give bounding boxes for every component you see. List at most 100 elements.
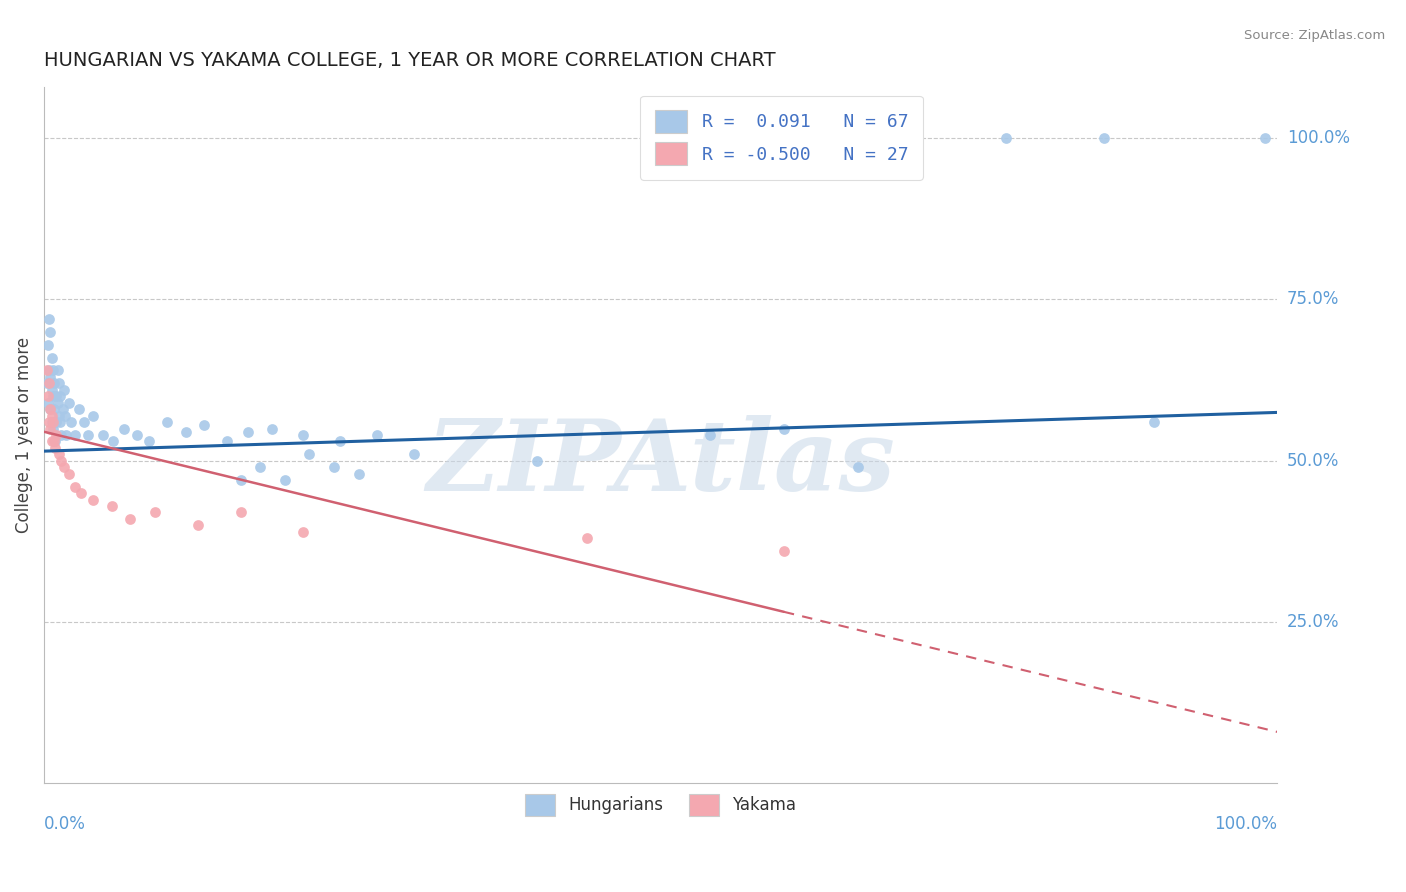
Point [51,428,73,442]
Point [38,376,60,391]
Point [231,505,253,519]
Point [46,395,69,409]
Point [366,428,388,442]
Point [39,402,62,417]
Point [67,402,90,417]
Point [70,486,93,500]
Text: 50.0%: 50.0% [1286,452,1340,470]
Point [773,421,796,435]
Point [38,363,60,377]
Point [63,480,86,494]
Point [138,434,160,449]
Point [112,421,135,435]
Point [41,351,63,365]
Point [72,415,94,429]
Point [44,441,66,455]
Point [39,421,62,435]
Point [58,467,80,481]
Point [402,447,425,461]
Point [55,428,77,442]
Point [35,363,58,377]
Point [1254,131,1277,145]
Point [575,531,598,545]
Point [1094,131,1116,145]
Point [773,544,796,558]
Point [231,473,253,487]
Point [42,421,65,435]
Point [45,415,67,429]
Point [45,389,67,403]
Point [41,383,63,397]
Point [52,460,75,475]
Text: 0.0%: 0.0% [44,815,86,833]
Point [42,389,65,403]
Point [77,428,100,442]
Point [63,428,86,442]
Point [37,395,59,409]
Point [526,454,548,468]
Point [35,376,58,391]
Point [125,428,148,442]
Point [298,447,321,461]
Y-axis label: College, 1 year or more: College, 1 year or more [15,337,32,533]
Point [39,402,62,417]
Legend: Hungarians, Yakama: Hungarians, Yakama [517,786,804,824]
Point [45,428,67,442]
Point [82,492,104,507]
Point [347,467,370,481]
Point [41,434,63,449]
Point [846,460,869,475]
Point [236,425,259,439]
Point [273,473,295,487]
Point [174,425,197,439]
Point [60,415,83,429]
Point [42,415,65,429]
Text: Source: ZipAtlas.com: Source: ZipAtlas.com [1244,29,1385,42]
Point [44,415,66,429]
Point [48,447,70,461]
Point [101,434,124,449]
Point [42,376,65,391]
Point [49,389,72,403]
Point [249,460,271,475]
Text: HUNGARIAN VS YAKAMA COLLEGE, 1 YEAR OR MORE CORRELATION CHART: HUNGARIAN VS YAKAMA COLLEGE, 1 YEAR OR M… [44,51,776,70]
Point [187,518,209,533]
Point [38,415,60,429]
Point [39,370,62,384]
Point [82,409,104,423]
Point [38,311,60,326]
Point [292,524,315,539]
Point [51,454,73,468]
Point [53,409,76,423]
Point [156,415,179,429]
Point [994,131,1017,145]
Point [48,376,70,391]
Text: 75.0%: 75.0% [1286,291,1340,309]
Point [52,383,75,397]
Point [91,428,114,442]
Point [322,460,344,475]
Point [143,505,166,519]
Point [46,363,69,377]
Point [292,428,315,442]
Point [41,415,63,429]
Text: 100.0%: 100.0% [1215,815,1277,833]
Point [49,415,72,429]
Point [37,389,59,403]
Text: ZIPAtlas: ZIPAtlas [426,415,896,511]
Point [39,325,62,339]
Point [193,418,215,433]
Point [37,337,59,351]
Point [42,434,65,449]
Point [58,395,80,409]
Text: 25.0%: 25.0% [1286,613,1340,632]
Text: 100.0%: 100.0% [1286,129,1350,147]
Point [42,402,65,417]
Point [329,434,352,449]
Point [44,434,66,449]
Point [215,434,238,449]
Point [48,409,70,423]
Point [101,499,124,513]
Point [120,512,142,526]
Point [1143,415,1166,429]
